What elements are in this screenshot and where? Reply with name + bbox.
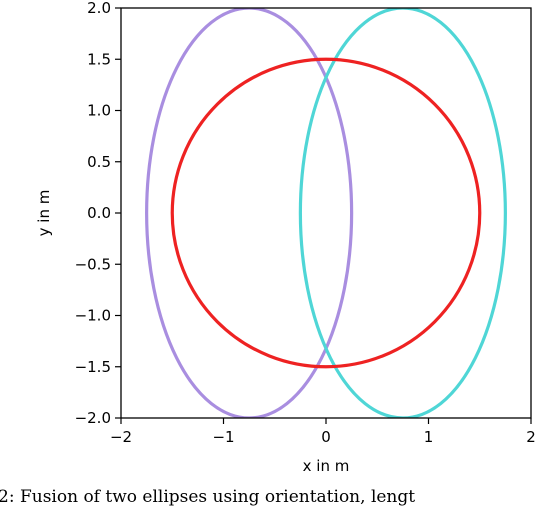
figure-caption: 2: Fusion of two ellipses using orientat… xyxy=(0,487,415,506)
y-axis: 2.0 1.5 1.0 0.5 0.0 −0.5 −1.0 −1.5 −2.0 xyxy=(75,0,121,427)
y-tick-label: −0.5 xyxy=(75,255,111,273)
plot-frame xyxy=(120,7,532,419)
y-axis-label: y in m xyxy=(35,190,53,237)
plot-area xyxy=(145,8,507,418)
y-tick-label: −1.0 xyxy=(75,307,111,325)
ellipse-left xyxy=(145,8,354,418)
y-tick-label: −2.0 xyxy=(75,409,111,427)
x-axis-label: x in m xyxy=(303,457,350,475)
y-tick-label: 0.0 xyxy=(87,204,111,222)
x-tick-label: −1 xyxy=(212,428,234,446)
y-tick-label: −1.5 xyxy=(75,358,111,376)
y-tick-label: 1.0 xyxy=(87,102,111,120)
y-tick-label: 2.0 xyxy=(87,0,111,17)
ellipse-right xyxy=(298,8,507,418)
x-tick-label: 1 xyxy=(424,428,434,446)
x-tick-label: 0 xyxy=(321,428,331,446)
x-tick-label: −2 xyxy=(110,428,132,446)
x-tick-label: 2 xyxy=(526,428,536,446)
y-tick-label: 0.5 xyxy=(87,153,111,171)
x-axis: −2 −1 0 1 2 xyxy=(110,418,536,446)
fused-circle xyxy=(170,57,482,369)
y-tick-label: 1.5 xyxy=(87,50,111,68)
